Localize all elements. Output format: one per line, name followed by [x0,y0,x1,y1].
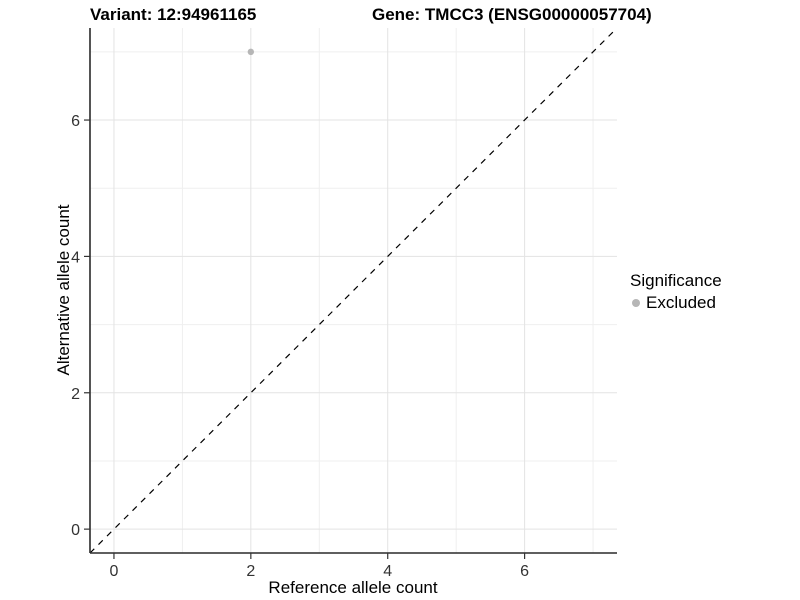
identity-line [89,27,618,554]
plot-title-variant: Variant: 12:94961165 [90,5,257,24]
legend-point-icon [632,299,640,307]
x-tick-label: 6 [520,563,529,580]
legend-item-label: Excluded [646,293,716,312]
y-tick-label: 2 [71,386,80,403]
x-tick-label: 4 [383,563,392,580]
x-tick-label: 2 [246,563,255,580]
y-axis-label: Alternative allele count [54,204,73,376]
plot-title-gene: Gene: TMCC3 (ENSG00000057704) [372,5,652,24]
legend-item-excluded: Excluded [628,293,722,313]
x-axis-label: Reference allele count [268,578,438,597]
legend-title: Significance [630,271,722,290]
x-tick-label: 0 [110,563,119,580]
legend: Significance Excluded [628,271,722,313]
y-tick-label: 4 [71,249,80,266]
y-tick-label: 0 [71,522,80,539]
data-point [247,48,255,56]
y-tick-label: 6 [71,113,80,130]
